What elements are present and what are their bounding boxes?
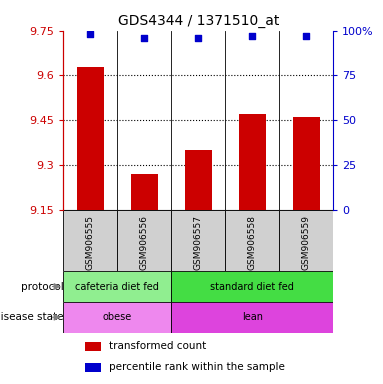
Bar	[77, 66, 104, 210]
Bar	[63, 302, 171, 333]
Text: lean: lean	[242, 312, 263, 322]
Text: obese: obese	[103, 312, 132, 322]
Point	[87, 31, 93, 37]
Bar	[63, 210, 117, 271]
Text: standard diet fed: standard diet fed	[210, 281, 294, 291]
Text: GSM906556: GSM906556	[140, 215, 149, 270]
Bar	[279, 210, 333, 271]
Bar	[185, 150, 212, 210]
Text: GSM906555: GSM906555	[86, 215, 95, 270]
Bar	[239, 114, 266, 210]
Bar	[293, 117, 320, 210]
Bar	[117, 210, 171, 271]
Point	[249, 33, 255, 39]
Bar	[85, 363, 101, 372]
Bar	[131, 174, 158, 210]
Bar	[171, 271, 333, 302]
Title: GDS4344 / 1371510_at: GDS4344 / 1371510_at	[118, 14, 279, 28]
Text: protocol: protocol	[21, 281, 64, 291]
Bar	[171, 210, 225, 271]
Text: cafeteria diet fed: cafeteria diet fed	[75, 281, 159, 291]
Text: GSM906558: GSM906558	[248, 215, 257, 270]
Text: percentile rank within the sample: percentile rank within the sample	[109, 362, 285, 372]
Bar	[225, 210, 279, 271]
Bar	[85, 342, 101, 351]
Text: GSM906557: GSM906557	[194, 215, 203, 270]
Text: GSM906559: GSM906559	[302, 215, 311, 270]
Text: disease state: disease state	[0, 312, 64, 322]
Point	[303, 33, 309, 39]
Text: transformed count: transformed count	[109, 341, 206, 351]
Bar	[171, 302, 333, 333]
Bar	[63, 271, 171, 302]
Point	[195, 35, 201, 41]
Point	[141, 35, 147, 41]
